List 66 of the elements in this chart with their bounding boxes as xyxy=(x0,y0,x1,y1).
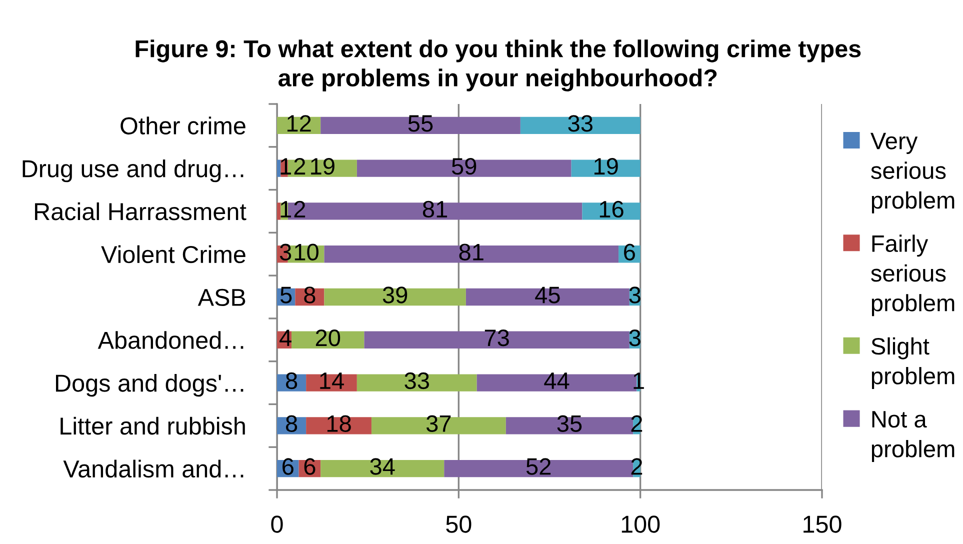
data-label: 5 xyxy=(280,286,292,304)
data-label: 19 xyxy=(594,158,618,175)
bar xyxy=(320,460,444,478)
x-tick-label: 50 xyxy=(446,516,472,533)
data-label: 6 xyxy=(282,458,294,475)
y-tick-label: Other crime xyxy=(120,116,246,134)
legend-label: Slight problem xyxy=(871,337,954,390)
bar xyxy=(277,160,281,177)
data-label: 14 xyxy=(320,372,344,389)
data-label: 10 xyxy=(294,244,318,260)
legend-label: Very serious problem xyxy=(870,132,954,214)
bar xyxy=(277,202,281,220)
data-label: 8 xyxy=(304,286,316,304)
bar xyxy=(582,202,640,220)
y-tick-label: Vandalism and… xyxy=(63,460,244,478)
data-label: 52 xyxy=(526,458,551,475)
data-label: 4 xyxy=(280,330,292,346)
data-label: 6 xyxy=(624,244,635,260)
data-label: 12 xyxy=(287,115,311,132)
legend-label: Not a problem xyxy=(872,411,954,462)
data-label: 81 xyxy=(422,200,448,218)
data-label: 20 xyxy=(316,330,340,346)
data-label: 59 xyxy=(452,158,476,175)
data-label: 37 xyxy=(426,415,451,432)
data-label: 45 xyxy=(535,286,560,304)
bar xyxy=(324,246,619,263)
data-label: 3 xyxy=(629,330,640,346)
data-label: 33 xyxy=(568,115,592,132)
data-label: 44 xyxy=(544,372,570,389)
data-label: 6 xyxy=(304,458,316,475)
x-tick-label: 0 xyxy=(271,516,283,533)
bar xyxy=(466,288,630,306)
data-label: 19 xyxy=(311,158,334,175)
data-label: 18 xyxy=(327,415,351,432)
x-tick-label: 100 xyxy=(622,516,660,533)
y-tick-label: Violent Crime xyxy=(101,245,246,264)
bar xyxy=(371,417,506,434)
legend-label: Fairly serious problem xyxy=(871,234,954,316)
data-label: 55 xyxy=(408,115,433,132)
data-label: 3 xyxy=(629,286,640,304)
bar xyxy=(364,331,630,348)
data-label: 2 xyxy=(294,158,306,174)
y-tick-label: Litter and rubbish xyxy=(60,416,245,435)
data-label: 73 xyxy=(484,330,509,346)
data-label: 39 xyxy=(382,286,408,304)
y-tick-label: Abandoned… xyxy=(98,331,244,349)
bar xyxy=(520,116,640,134)
chart-title: Figure 9: To what extent do you think the following crime types are problems in your neighbourhood? xyxy=(136,40,861,92)
data-label: 8 xyxy=(286,372,298,390)
y-tick-label: Drug use and drug… xyxy=(22,160,244,182)
data-label: 2 xyxy=(294,200,306,218)
x-tick-label: 150 xyxy=(804,516,842,533)
bar xyxy=(356,160,572,177)
bar xyxy=(356,374,477,392)
data-label: 81 xyxy=(459,244,484,260)
data-label: 35 xyxy=(557,415,582,432)
data-label: 34 xyxy=(370,458,395,475)
data-label: 16 xyxy=(600,200,624,218)
y-tick-label: Racial Harrassment xyxy=(35,202,246,220)
bar xyxy=(320,116,520,134)
data-label: 8 xyxy=(286,415,298,432)
data-label: 1 xyxy=(280,201,291,218)
bar xyxy=(324,288,466,306)
y-tick-label: ASB xyxy=(198,288,246,306)
data-label: 33 xyxy=(404,372,429,390)
y-tick-label: Dogs and dogs'… xyxy=(56,374,244,397)
